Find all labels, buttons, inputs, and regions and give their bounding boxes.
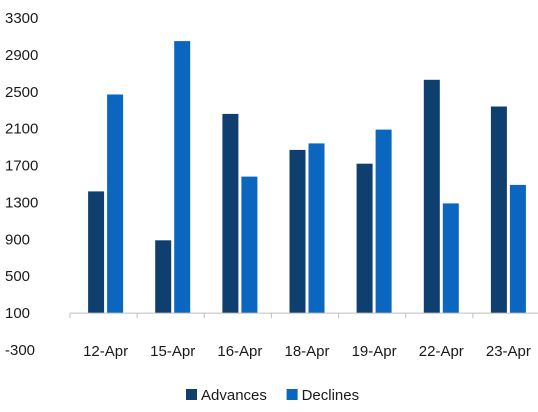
bar-advances-18-apr	[289, 149, 306, 314]
x-tick-label: 15-Apr	[150, 343, 195, 360]
y-axis-tick-labels: 3300 2900 2500 2100 1700 1300 900 500 100 -300	[5, 10, 38, 359]
y-tick-label: 1300	[5, 194, 38, 211]
y-tick-label: 900	[5, 231, 30, 248]
bar-series-group	[88, 41, 526, 314]
x-tick-label: 18-Apr	[284, 343, 329, 360]
bar-declines-18-apr	[308, 143, 325, 314]
bar-advances-16-apr	[222, 113, 239, 314]
bar-advances-22-apr	[423, 79, 440, 314]
bar-advances-15-apr	[155, 240, 172, 314]
legend-swatch-advances	[186, 389, 197, 400]
y-tick-label: -300	[5, 342, 35, 359]
chart-legend: Advances Declines	[186, 387, 359, 404]
legend-label-declines: Declines	[302, 387, 360, 404]
bar-declines-19-apr	[375, 129, 392, 314]
y-tick-label: 2900	[5, 47, 38, 64]
bar-declines-12-apr	[107, 94, 124, 314]
bar-declines-15-apr	[174, 41, 191, 314]
legend-swatch-declines	[286, 389, 298, 400]
x-tick-label: 16-Apr	[217, 343, 262, 360]
x-tick-label: 12-Apr	[83, 343, 128, 360]
legend-label-advances: Advances	[201, 387, 267, 404]
y-tick-label: 1700	[5, 158, 38, 175]
bar-declines-16-apr	[241, 176, 258, 314]
x-tick-label: 19-Apr	[352, 343, 397, 360]
x-axis-tick-labels: 12-Apr 15-Apr 16-Apr 18-Apr 19-Apr 22-Apr 23-A…	[83, 343, 531, 360]
y-tick-label: 2100	[5, 121, 38, 138]
bar-advances-19-apr	[356, 163, 373, 314]
y-tick-label: 500	[5, 268, 30, 285]
y-tick-label: 2500	[5, 84, 38, 101]
y-tick-label: 100	[5, 305, 30, 322]
x-axis	[69, 312, 538, 319]
x-tick-label: 22-Apr	[419, 343, 464, 360]
bar-advances-23-apr	[490, 106, 507, 314]
y-tick-label: 3300	[5, 10, 38, 27]
bar-declines-22-apr	[442, 203, 459, 314]
x-tick-label: 23-Apr	[486, 343, 531, 360]
bar-declines-23-apr	[509, 184, 526, 314]
bar-advances-12-apr	[88, 191, 105, 314]
